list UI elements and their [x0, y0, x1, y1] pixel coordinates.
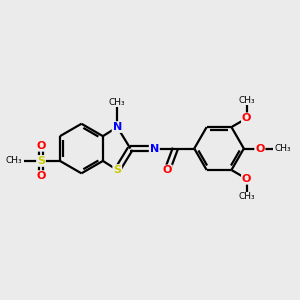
- Text: O: O: [242, 174, 251, 184]
- Text: N: N: [112, 122, 122, 132]
- Text: O: O: [36, 171, 46, 181]
- Text: O: O: [163, 165, 172, 176]
- Text: O: O: [255, 143, 265, 154]
- Text: CH₃: CH₃: [274, 144, 291, 153]
- Text: S: S: [37, 156, 45, 166]
- Text: CH₃: CH₃: [238, 96, 255, 105]
- Text: O: O: [36, 141, 46, 151]
- Text: S: S: [113, 165, 121, 175]
- Text: CH₃: CH₃: [238, 192, 255, 201]
- Text: CH₃: CH₃: [109, 98, 126, 107]
- Text: O: O: [242, 113, 251, 123]
- Text: CH₃: CH₃: [5, 156, 22, 165]
- Text: N: N: [150, 143, 159, 154]
